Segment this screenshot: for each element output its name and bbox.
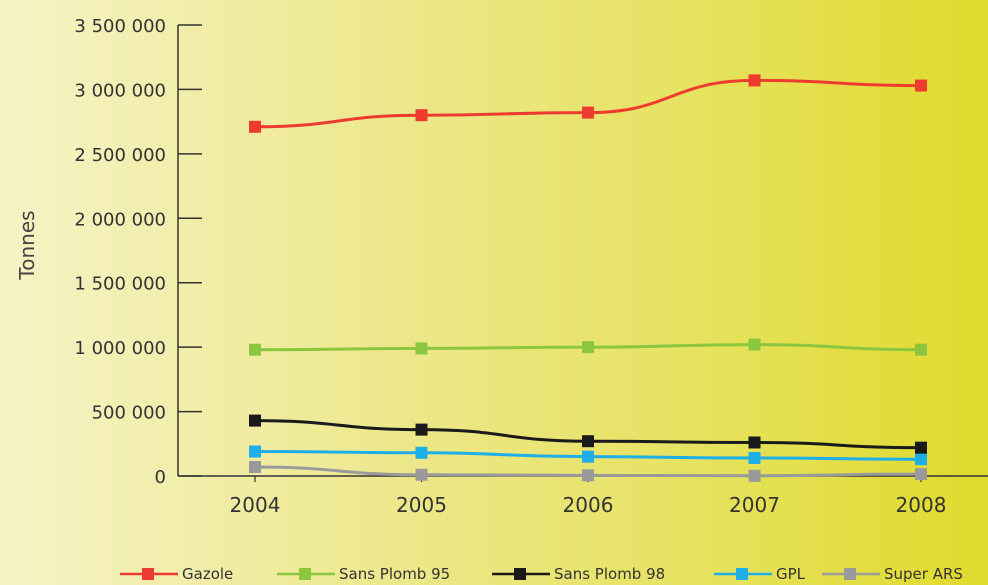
legend-label-sans-plomb-98: Sans Plomb 98 [554, 565, 665, 583]
legend-swatch-marker-super-ars [844, 568, 856, 580]
data-point-sans-plomb-98 [748, 436, 761, 449]
y-tick-label: 0 [155, 467, 166, 488]
legend-swatch-marker-sans-plomb-98 [514, 568, 526, 580]
data-point-gpl [582, 450, 594, 463]
axes [177, 25, 988, 477]
data-point-sans-plomb-95 [249, 343, 261, 356]
data-point-gpl [249, 445, 261, 458]
x-axis-ticks: 2004 2005 2006 2007 2008 [230, 476, 947, 517]
legend-label-gpl: GPL [776, 565, 806, 583]
x-tick-label: 2005 [396, 493, 447, 517]
data-point-sans-plomb-98 [915, 441, 927, 454]
y-tick-label: 3 000 000 [74, 80, 166, 101]
data-point-super-ars [415, 468, 428, 481]
data-point-super-ars [915, 468, 927, 481]
data-point-gazole [915, 79, 927, 92]
series-markers [249, 74, 927, 482]
data-point-gpl [915, 453, 927, 466]
y-tick-label: 3 500 000 [74, 16, 166, 37]
data-point-sans-plomb-98 [582, 435, 594, 448]
data-point-super-ars [249, 460, 261, 473]
data-point-sans-plomb-95 [748, 338, 761, 351]
x-tick-label: 2007 [729, 493, 780, 517]
data-point-sans-plomb-98 [249, 414, 261, 427]
data-point-gpl [415, 446, 428, 459]
y-tick-label: 2 000 000 [74, 209, 166, 230]
x-tick-label: 2008 [896, 493, 947, 517]
data-point-sans-plomb-95 [582, 341, 594, 354]
data-point-super-ars [582, 469, 594, 482]
data-point-gpl [748, 451, 761, 464]
y-tick-label: 1 000 000 [74, 338, 166, 359]
data-point-sans-plomb-98 [415, 423, 428, 436]
data-point-gazole [415, 109, 428, 122]
y-axis-ticks: 0 500 000 1 000 000 1 500 000 2 000 000 2 500… [74, 16, 202, 488]
data-point-sans-plomb-95 [415, 342, 428, 355]
legend-swatch-marker-sans-plomb-95 [299, 568, 311, 580]
legend: Gazole Sans Plomb 95 Sans Plomb 98 GPL Super… [120, 565, 963, 583]
x-tick-label: 2006 [563, 493, 614, 517]
x-tick-label: 2004 [230, 493, 281, 517]
series-line-gazole [254, 78, 922, 129]
data-point-super-ars [748, 469, 761, 482]
y-tick-label: 2 500 000 [74, 145, 166, 166]
y-tick-label: 500 000 [92, 403, 166, 424]
series-lines [254, 78, 922, 478]
legend-label-super-ars: Super ARS [884, 565, 963, 583]
data-point-gazole [249, 120, 261, 133]
data-point-gazole [748, 74, 761, 87]
legend-label-sans-plomb-95: Sans Plomb 95 [339, 565, 450, 583]
legend-swatch-marker-gazole [142, 568, 154, 580]
data-point-gazole [582, 106, 594, 119]
data-point-sans-plomb-95 [915, 343, 927, 356]
legend-swatch-marker-gpl [736, 568, 748, 580]
y-tick-label: 1 500 000 [74, 274, 166, 295]
legend-label-gazole: Gazole [182, 565, 233, 583]
y-axis-title: Tonnes [15, 210, 39, 280]
